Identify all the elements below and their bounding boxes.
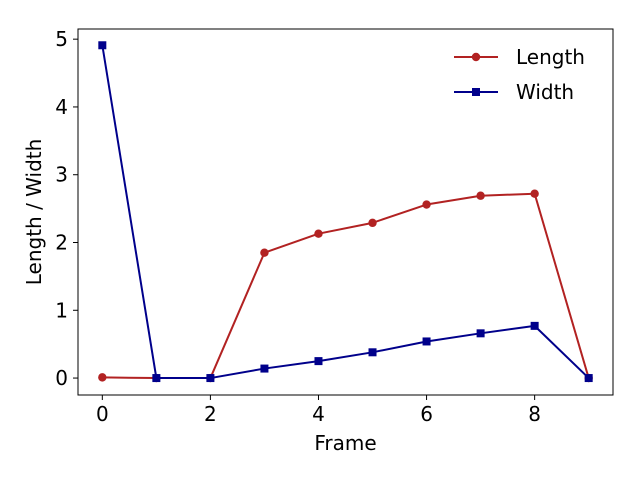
legend-marker xyxy=(471,52,481,62)
data-point-length xyxy=(476,191,485,200)
y-tick-label: 1 xyxy=(55,298,68,322)
x-axis-ticks: 0 2 4 6 8 xyxy=(96,395,541,426)
data-point-width xyxy=(98,41,107,50)
data-point-width xyxy=(206,374,215,383)
y-tick-label: 4 xyxy=(55,95,68,119)
x-tick-label: 6 xyxy=(420,402,433,426)
legend-item-length: Length xyxy=(454,45,585,69)
data-point-length xyxy=(422,200,431,209)
x-tick-label: 8 xyxy=(528,402,541,426)
data-point-length xyxy=(368,218,377,228)
data-point-width xyxy=(260,364,269,373)
y-axis-ticks: 0 1 2 3 4 5 xyxy=(55,27,78,390)
x-axis-label: Frame xyxy=(314,431,376,455)
legend-label: Width xyxy=(516,80,574,104)
y-tick-label: 3 xyxy=(55,163,68,187)
data-point-width xyxy=(152,374,161,383)
legend-item-width: Width xyxy=(454,80,574,104)
plot-frame xyxy=(77,28,614,396)
series-line-length xyxy=(102,192,590,380)
y-tick-label: 5 xyxy=(55,27,68,51)
series-length xyxy=(98,189,593,383)
series-layer xyxy=(98,41,593,383)
series-width xyxy=(98,41,593,383)
data-point-width xyxy=(422,337,431,346)
y-axis-label: Length / Width xyxy=(22,139,46,286)
data-point-length xyxy=(260,248,269,257)
y-tick-label: 2 xyxy=(55,231,68,255)
data-point-width xyxy=(584,374,593,383)
legend-marker xyxy=(472,88,480,96)
data-point-width xyxy=(368,348,377,357)
x-tick-label: 4 xyxy=(312,402,325,426)
series-line-width xyxy=(101,45,590,380)
data-point-length xyxy=(314,229,323,238)
legend: Length Width xyxy=(454,45,585,104)
legend-label: Length xyxy=(516,45,585,69)
x-tick-label: 0 xyxy=(96,402,109,426)
data-point-width xyxy=(530,321,539,330)
x-tick-label: 2 xyxy=(204,402,217,426)
data-point-width xyxy=(314,357,323,366)
data-point-length xyxy=(530,189,539,198)
data-point-length xyxy=(98,373,107,382)
y-tick-label: 0 xyxy=(55,366,68,390)
data-point-width xyxy=(476,329,485,338)
